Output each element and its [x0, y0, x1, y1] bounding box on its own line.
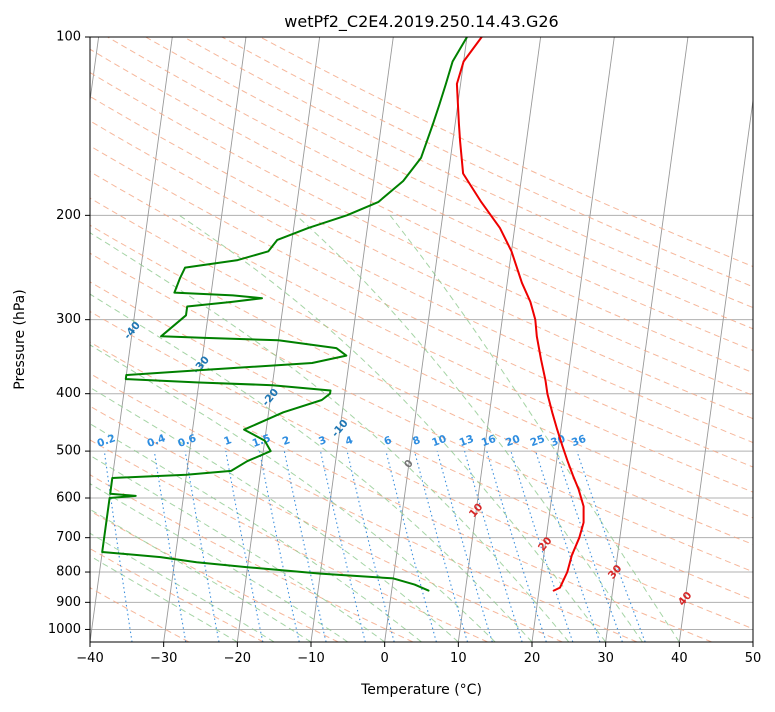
x-tick-label: 50	[745, 651, 762, 666]
y-tick-label: 400	[56, 386, 81, 401]
x-tick-label: −10	[297, 651, 324, 666]
y-tick-label: 500	[56, 444, 81, 459]
x-tick-label: 40	[671, 651, 688, 666]
x-tick-label: −40	[76, 651, 103, 666]
chart-title: wetPf2_C2E4.2019.250.14.43.G26	[284, 12, 558, 32]
x-tick-label: 30	[597, 651, 614, 666]
y-tick-label: 1000	[48, 622, 81, 637]
x-axis-label: Temperature (°C)	[360, 682, 482, 698]
x-tick-label: 0	[381, 651, 389, 666]
x-tick-label: 10	[450, 651, 467, 666]
y-tick-label: 900	[56, 595, 81, 610]
plot-area	[90, 37, 753, 642]
y-tick-label: 200	[56, 208, 81, 223]
y-tick-label: 700	[56, 530, 81, 545]
y-tick-label: 800	[56, 565, 81, 580]
x-tick-label: 20	[524, 651, 541, 666]
y-tick-label: 300	[56, 312, 81, 327]
y-axis-label: Pressure (hPa)	[12, 289, 28, 389]
y-tick-label: 100	[56, 30, 81, 45]
x-tick-label: −20	[224, 651, 251, 666]
y-tick-label: 600	[56, 491, 81, 506]
x-tick-label: −30	[150, 651, 177, 666]
